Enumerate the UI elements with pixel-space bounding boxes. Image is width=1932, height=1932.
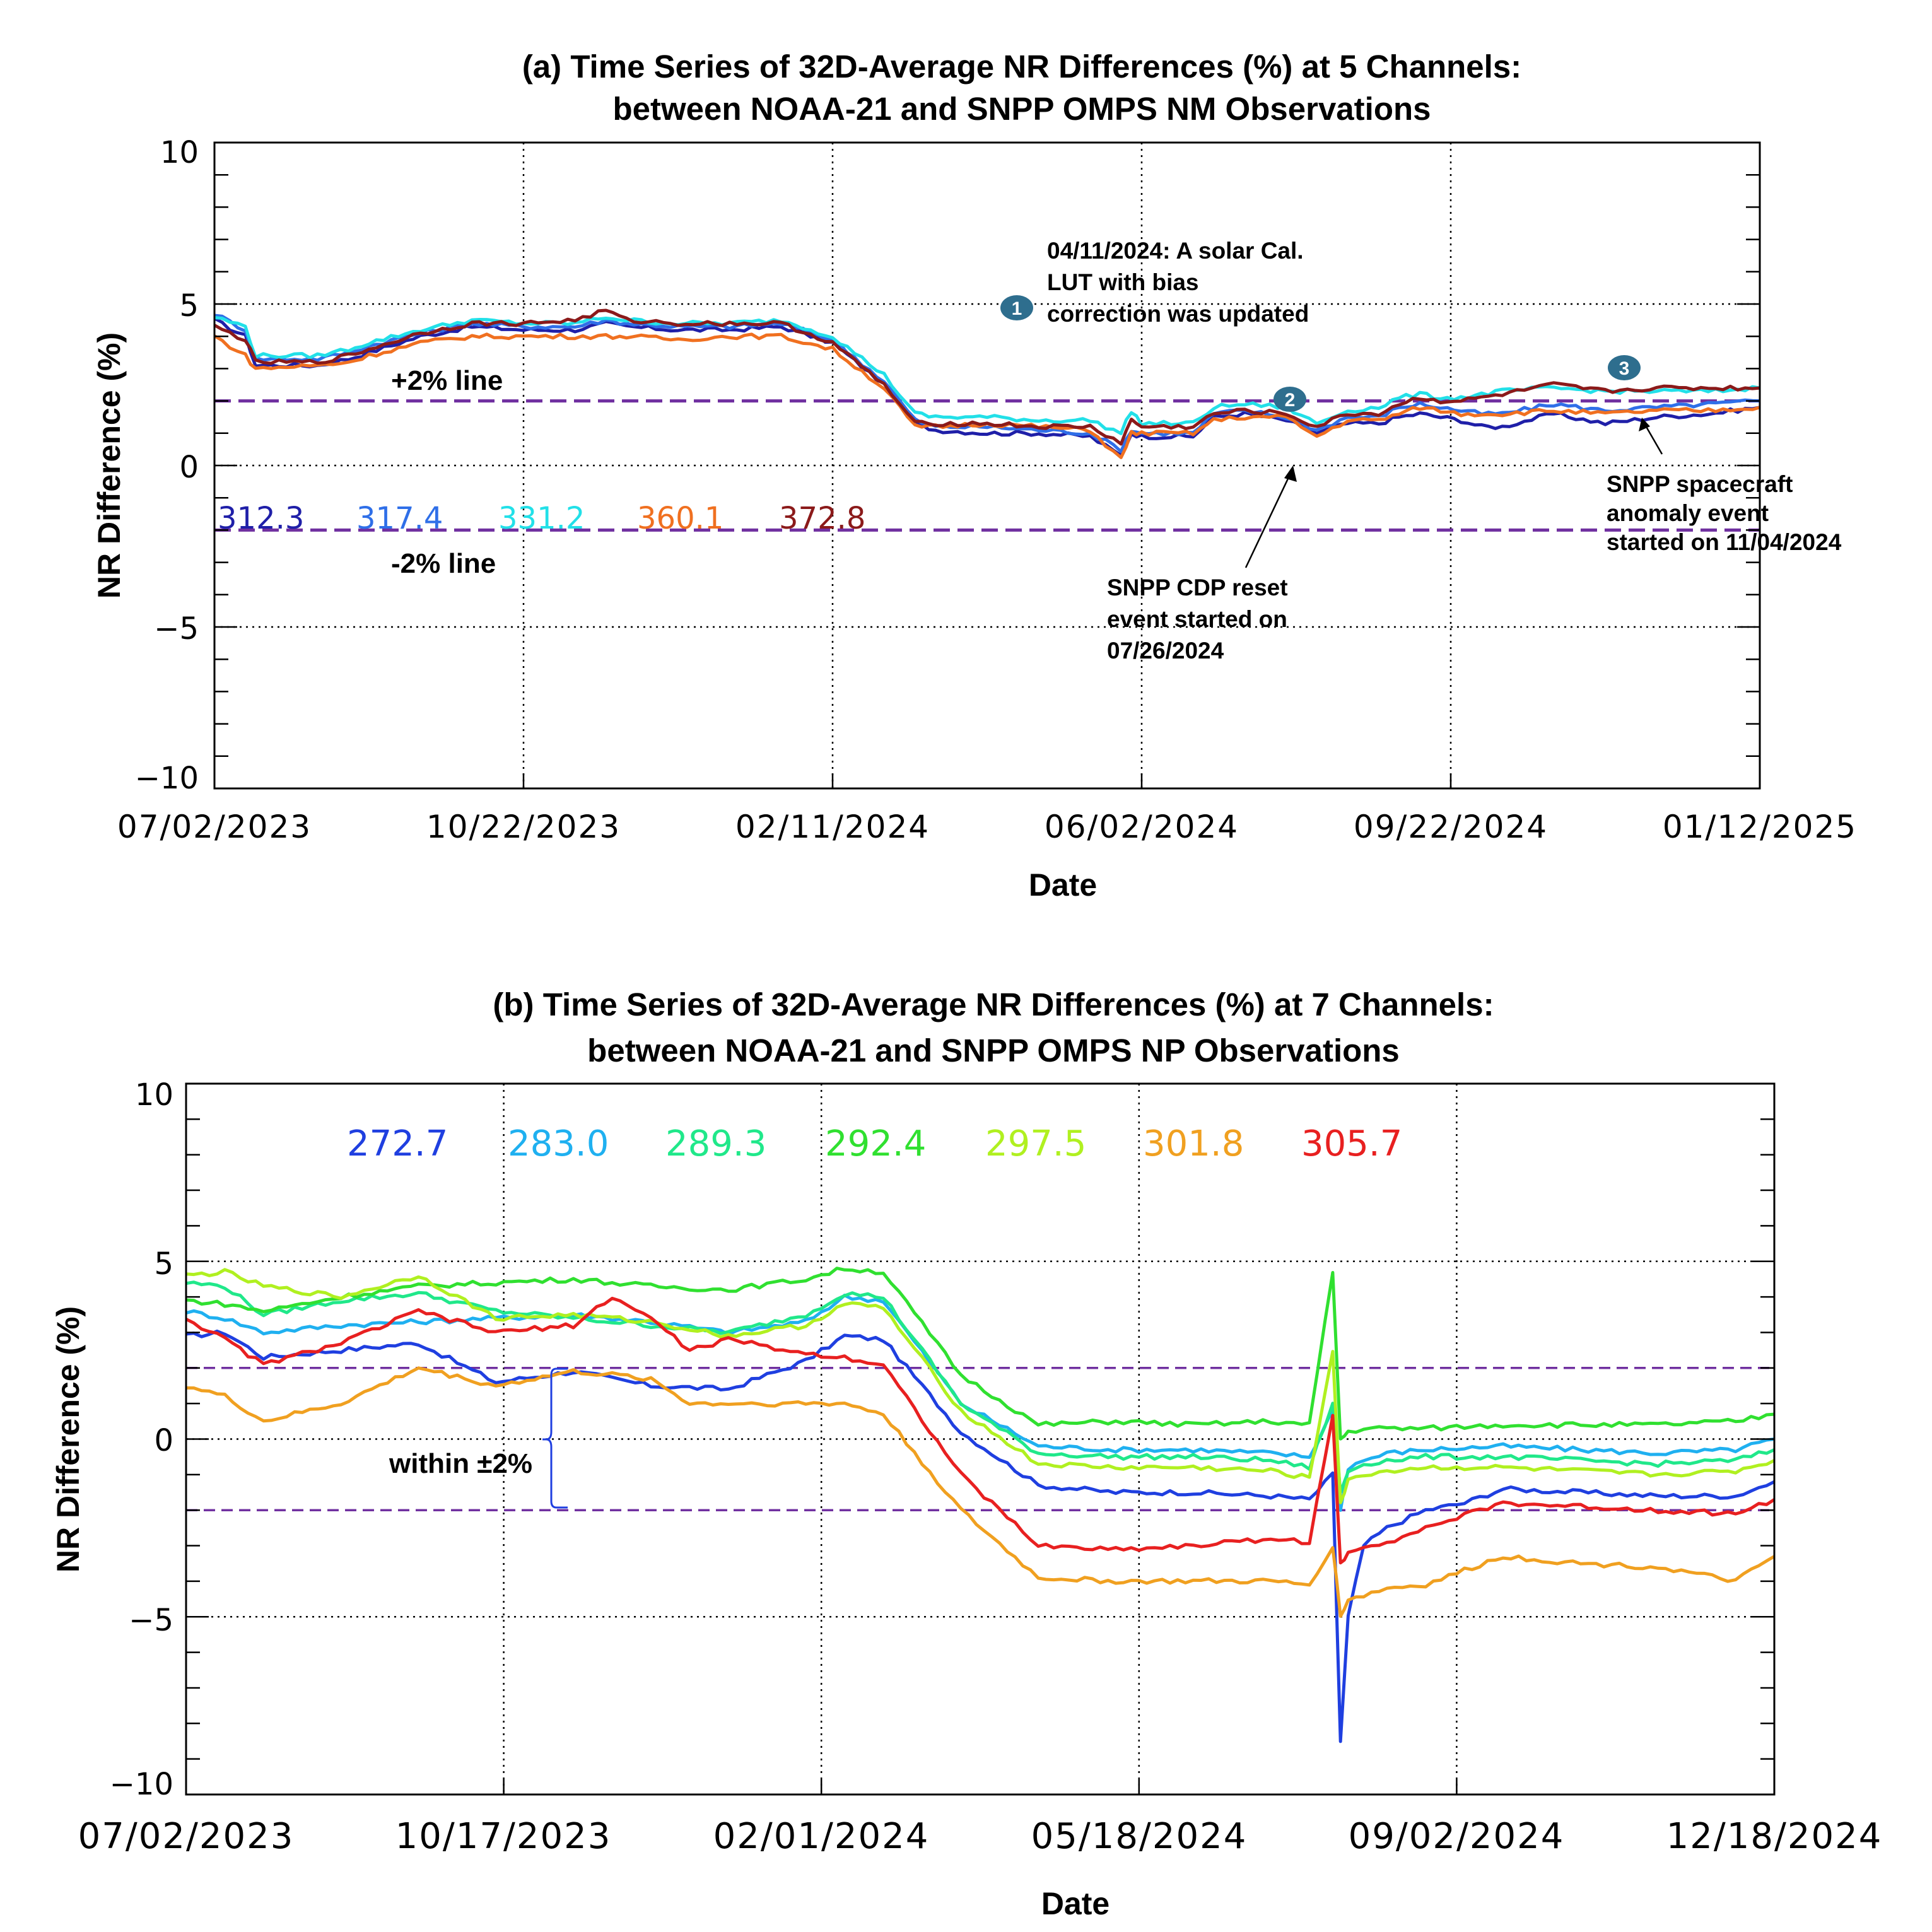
within-2-percent-bracket: within ±2% — [389, 1367, 568, 1509]
annotation-text-line: anomaly event — [1607, 500, 1769, 526]
panel-b-channel-label: 305.7 — [1301, 1123, 1402, 1164]
panel-a-xtick-label: 10/22/2023 — [426, 809, 621, 845]
panel-b-xtick-label: 07/02/2023 — [78, 1816, 295, 1857]
annotation-arrow-line — [1244, 467, 1294, 568]
panel-a-reference-lines — [214, 399, 1760, 532]
a-series-line-372.8 — [213, 308, 1760, 446]
panel-b-channel-label: 297.5 — [985, 1123, 1086, 1164]
panel-b-xtick-label: 10/17/2023 — [395, 1816, 612, 1857]
b-series-line-289.3 — [185, 1280, 1776, 1494]
annotation-solar-lut: 1 04/11/2024: A solar Cal. LUT with bias… — [1000, 238, 1309, 327]
b-series-line-301.8 — [185, 1366, 1776, 1618]
within-2-percent-label: within ±2% — [389, 1448, 532, 1479]
panel-a-xtick-label: 07/02/2023 — [117, 809, 312, 845]
event-marker-3-number: 3 — [1619, 358, 1630, 379]
a-series-line-317.4 — [214, 313, 1760, 454]
panel-b-channel-label: 301.8 — [1143, 1123, 1244, 1164]
annotation-text-line: 04/11/2024: A solar Cal. — [1047, 238, 1304, 264]
panel-a-channel-label: 360.1 — [637, 501, 723, 536]
panel-b-xlabel: Date — [1041, 1886, 1109, 1921]
plus-2-line-label: +2% line — [391, 365, 503, 396]
panel-a-channel-label: 331.2 — [498, 501, 585, 536]
panel-b-ylabel: NR Difference (%) — [50, 1306, 86, 1572]
panel-a-ylabel: NR Difference (%) — [91, 332, 127, 599]
panel-b-ytick-label: 0 — [154, 1423, 173, 1458]
panel-b-ytick-label: −10 — [110, 1767, 173, 1802]
event-marker-2 — [1273, 387, 1306, 412]
a-series-line-312.3 — [213, 317, 1760, 457]
panel-b-xtick-label: 05/18/2024 — [1031, 1816, 1248, 1857]
panel-b-xtick-label: 02/01/2024 — [713, 1816, 930, 1857]
panel-b-axis-ticks — [185, 1082, 1776, 1796]
panel-b-ytick-label: −5 — [129, 1603, 173, 1638]
panel-a-xtick-label: 02/11/2024 — [735, 809, 930, 845]
panel-b-xtick-label: 12/18/2024 — [1666, 1816, 1883, 1857]
panel-a-gridlines — [214, 143, 1760, 788]
panel-a-channel-label: 317.4 — [356, 501, 443, 536]
annotation-cdp-reset: 2 SNPP CDP reset event started on 07/26/… — [1107, 387, 1306, 664]
panel-b-channel-label: 272.7 — [347, 1123, 448, 1164]
panel-b-subtitle: between NOAA-21 and SNPP OMPS NP Observa… — [587, 1033, 1400, 1068]
a-series-line-331.2 — [214, 316, 1760, 435]
panel-a-xtick-label: 06/02/2024 — [1045, 809, 1239, 845]
minus-2-line-label: -2% line — [391, 548, 496, 579]
annotation-arrow-head — [1639, 418, 1650, 431]
bracket-shape — [542, 1367, 568, 1509]
panel-b-channel-label: 283.0 — [508, 1123, 609, 1164]
panel-a-xtick-label: 01/12/2025 — [1663, 809, 1857, 845]
b-series-line-297.5 — [185, 1268, 1776, 1504]
annotation-text-line: SNPP CDP reset — [1107, 575, 1288, 600]
b-series-line-305.7 — [185, 1296, 1776, 1565]
panel-a-ytick-label: −5 — [154, 611, 199, 647]
panel-b-series — [185, 1267, 1776, 1743]
annotation-text-line: started on 11/04/2024 — [1607, 529, 1842, 555]
b-series-line-292.4 — [185, 1267, 1775, 1441]
panel-a-ytick-label: 0 — [179, 450, 199, 485]
annotation-text-line: LUT with bias — [1047, 269, 1199, 295]
panel-a-ytick-label: −10 — [135, 761, 199, 796]
annotation-text-line: correction was updated — [1047, 301, 1309, 327]
event-marker-2-number: 2 — [1285, 390, 1296, 411]
panel-b-gridlines — [186, 1084, 1774, 1794]
panel-a-series — [213, 308, 1760, 459]
annotation-arrow-head — [1284, 465, 1297, 482]
panel-a-channel-label: 372.8 — [779, 501, 865, 536]
annotation-spacecraft-anomaly: 3 SNPP spacecraft anomaly event started … — [1607, 355, 1842, 555]
panel-b-channel-label: 292.4 — [825, 1123, 926, 1164]
panel-a-xlabel: Date — [1029, 867, 1097, 903]
event-marker-3 — [1608, 355, 1641, 380]
panel-a-title: (a) Time Series of 32D-Average NR Differ… — [522, 49, 1521, 85]
panel-a-ytick-label: 10 — [160, 135, 199, 170]
event-marker-1 — [1000, 295, 1033, 320]
panel-b-channel-label: 289.3 — [665, 1123, 766, 1164]
panel-a-channel-label: 312.3 — [218, 501, 304, 536]
panel-a-ytick-label: 5 — [179, 288, 199, 324]
panel-a-xtick-label: 09/22/2024 — [1354, 809, 1548, 845]
panel-b-ytick-label: 5 — [154, 1246, 173, 1282]
panel-a-axis-ticks — [213, 141, 1761, 790]
panel-a: (a) Time Series of 32D-Average NR Differ… — [91, 49, 1857, 903]
panel-b: (b) Time Series of 32D-Average NR Differ… — [50, 986, 1883, 1921]
panel-b-xtick-label: 09/02/2024 — [1349, 1816, 1565, 1857]
b-series-line-272.7 — [185, 1329, 1776, 1743]
annotation-text-line: 07/26/2024 — [1107, 638, 1224, 664]
event-marker-1-number: 1 — [1012, 298, 1022, 319]
panel-a-subtitle: between NOAA-21 and SNPP OMPS NM Observa… — [612, 91, 1431, 127]
panel-b-title: (b) Time Series of 32D-Average NR Differ… — [493, 986, 1494, 1022]
annotation-text-line: event started on — [1107, 606, 1287, 632]
panel-b-ytick-label: 10 — [135, 1077, 173, 1113]
annotation-text-line: SNPP spacecraft — [1607, 471, 1793, 497]
